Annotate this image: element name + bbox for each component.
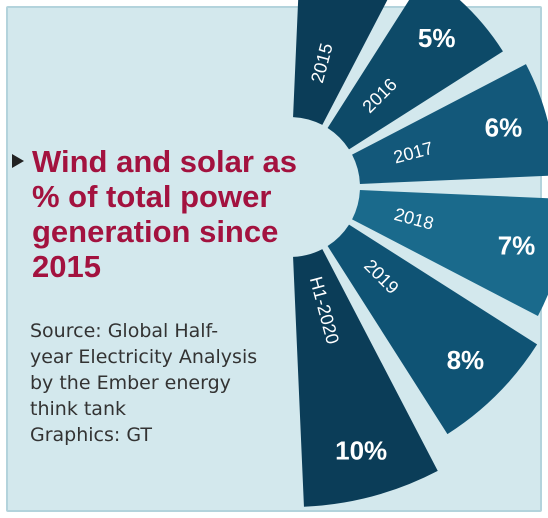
value-label: 8% xyxy=(447,345,485,375)
title-line: 2015 xyxy=(32,249,101,284)
chart-hub xyxy=(222,119,358,255)
title-line: % of total power xyxy=(32,179,272,214)
title-line: generation since xyxy=(32,214,279,249)
bar-segment-2017 xyxy=(352,64,548,184)
source-line: Source: Global Half- xyxy=(30,320,219,342)
bar-segment-h1-2020 xyxy=(293,249,438,507)
graphics-credit: Graphics: GT xyxy=(30,424,152,446)
bar-segment-2018 xyxy=(352,190,548,317)
bar-segment-2019 xyxy=(327,224,538,435)
bar-segment-2016 xyxy=(327,0,503,150)
value-label: 5% xyxy=(418,23,456,53)
bar-segment-2015 xyxy=(293,0,388,125)
value-label: 7% xyxy=(498,231,536,261)
source-credit: Source: Global Half- year Electricity An… xyxy=(30,318,300,448)
title-line: Wind and solar as xyxy=(32,144,297,179)
value-label: 10% xyxy=(335,436,387,466)
value-label: 6% xyxy=(485,113,523,143)
pointer-arrow-icon xyxy=(12,154,24,168)
source-line: think tank xyxy=(30,398,126,420)
source-line: year Electricity Analysis xyxy=(30,346,258,368)
source-line: by the Ember energy xyxy=(30,372,231,394)
chart-title: Wind and solar as % of total power gener… xyxy=(32,144,312,284)
title-block: Wind and solar as % of total power gener… xyxy=(12,144,312,284)
